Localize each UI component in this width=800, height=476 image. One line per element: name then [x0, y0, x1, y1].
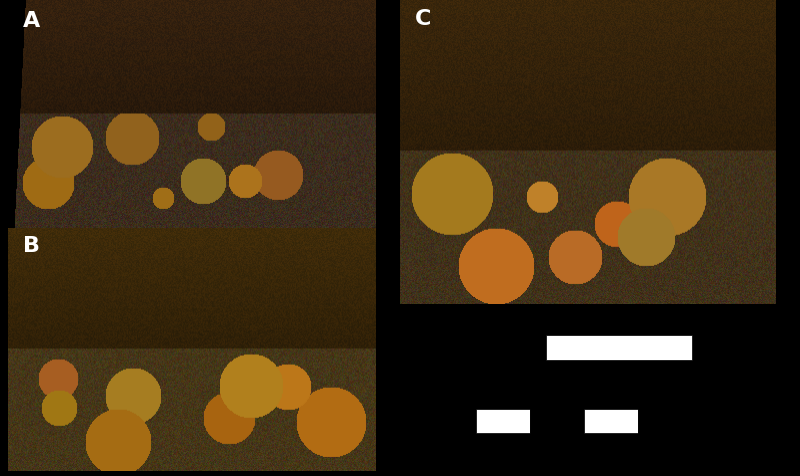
Text: B: B	[22, 236, 40, 256]
Bar	[422, 336, 546, 360]
Bar	[584, 408, 638, 434]
Text: C: C	[415, 9, 431, 29]
Bar	[530, 408, 584, 434]
Bar	[422, 408, 476, 434]
Bar	[546, 336, 692, 360]
Text: 2 inches: 2 inches	[702, 343, 746, 353]
Text: A: A	[22, 11, 40, 31]
Text: 5 cm: 5 cm	[702, 416, 729, 426]
Bar	[638, 408, 692, 434]
Text: Florida Museum of Natural History: Florida Museum of Natural History	[422, 367, 626, 377]
Bar	[476, 408, 530, 434]
